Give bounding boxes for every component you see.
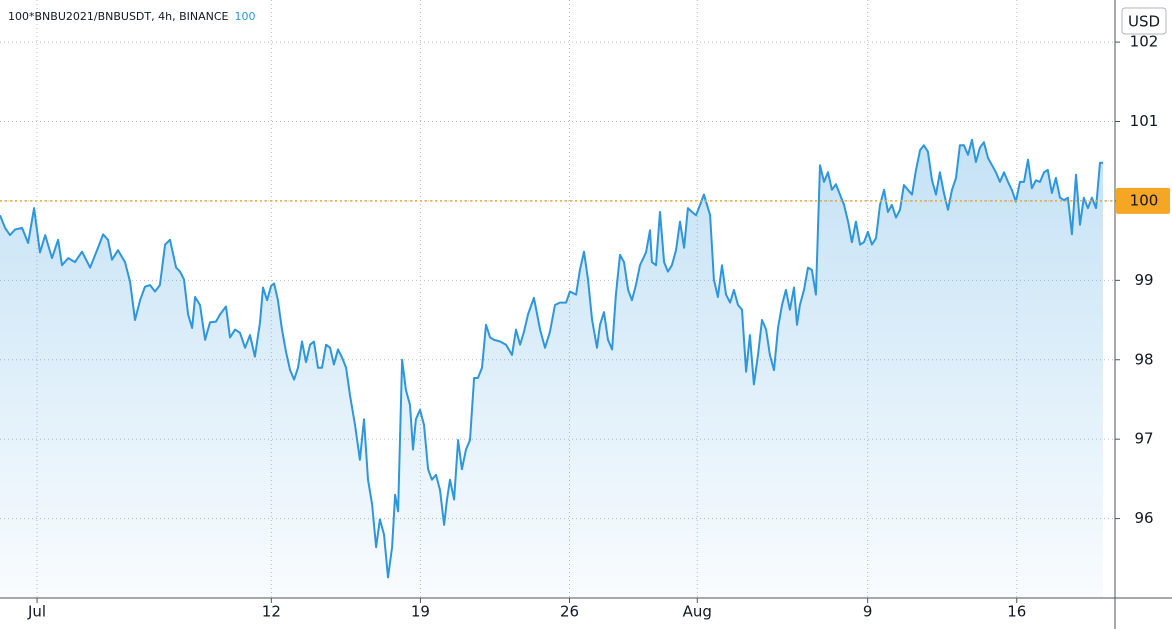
last-price-label: 100 <box>1130 191 1159 209</box>
y-tick-label: 99 <box>1134 271 1153 289</box>
x-tick-label: 12 <box>262 603 281 621</box>
y-tick-label: 101 <box>1130 112 1159 130</box>
currency-label[interactable]: USD <box>1128 13 1160 31</box>
x-tick-label: 16 <box>1007 603 1026 621</box>
axes: 96979899100101102Jul121926Aug916100 <box>27 33 1170 621</box>
price-line <box>0 138 1103 579</box>
area-fill <box>0 139 1103 599</box>
y-tick-label: 102 <box>1130 33 1159 51</box>
plot <box>0 138 1115 599</box>
symbol: 100*BNBU2021/BNBUSDT, 4h, BINANCE <box>8 10 229 23</box>
y-tick-label: 96 <box>1134 509 1153 527</box>
x-tick-label: Aug <box>683 603 712 621</box>
legend-value: 100 <box>234 10 255 23</box>
y-tick-label: 97 <box>1134 430 1153 448</box>
x-tick-label: Jul <box>27 603 46 621</box>
x-tick-label: 26 <box>560 603 579 621</box>
x-tick-label: 19 <box>411 603 430 621</box>
currency-box[interactable] <box>1121 7 1167 35</box>
chart-title: 100*BNBU2021/BNBUSDT, 4h, BINANCE 100 <box>8 10 255 23</box>
y-tick-label: 98 <box>1134 350 1153 368</box>
x-tick-label: 9 <box>863 603 873 621</box>
last-price-box <box>1116 187 1170 214</box>
